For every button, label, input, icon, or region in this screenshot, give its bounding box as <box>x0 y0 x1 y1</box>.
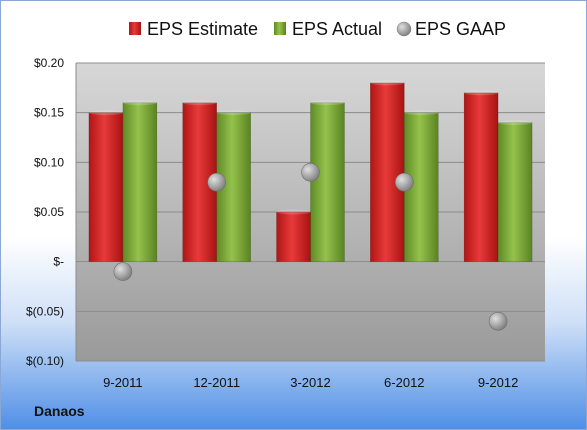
y-tick-label: $- <box>53 255 64 269</box>
bar-eps-estimate <box>276 211 311 262</box>
legend-label: EPS Actual <box>292 19 382 39</box>
x-tick-label: 9-2011 <box>103 375 143 390</box>
bar-eps-actual <box>310 102 345 262</box>
bar-eps-estimate <box>370 82 405 262</box>
legend-swatch-eps-actual <box>274 22 286 35</box>
y-tick-label: $(0.05) <box>26 304 64 318</box>
legend-swatch-eps-gaap <box>396 21 412 37</box>
y-tick-label: $0.10 <box>34 155 64 169</box>
legend-swatch-eps-estimate <box>129 22 141 35</box>
bar-top-highlight <box>404 110 439 116</box>
gaap-point <box>207 172 226 192</box>
bar-top-highlight <box>122 100 157 106</box>
bar-top-highlight <box>276 209 311 215</box>
x-tick-label: 6-2012 <box>384 375 424 390</box>
gaap-points <box>113 162 508 331</box>
bar-eps-estimate <box>88 112 124 262</box>
gaap-point <box>301 162 320 182</box>
x-axis-labels: 9-2011 12-2011 3-2012 6-2012 9-2012 <box>103 375 518 390</box>
bar-series <box>88 80 533 262</box>
bar-eps-actual <box>497 122 533 262</box>
bar-top-highlight <box>464 90 499 96</box>
y-axis-labels: $0.20 $0.15 $0.10 $0.05 $- $(0.05) $(0.10) <box>26 56 64 368</box>
bar-top-highlight <box>370 80 405 86</box>
legend-label: EPS GAAP <box>415 19 506 39</box>
y-tick-label: $0.05 <box>34 205 64 219</box>
gaap-point <box>488 311 508 331</box>
gaap-point <box>113 262 133 281</box>
bar-top-highlight <box>182 100 217 106</box>
bar-top-highlight <box>88 110 123 116</box>
bar-eps-estimate <box>463 92 499 262</box>
bar-top-highlight <box>498 120 533 126</box>
company-name: Danaos <box>34 403 85 419</box>
y-tick-label: $(0.10) <box>26 354 64 368</box>
x-tick-label: 12-2011 <box>193 375 240 390</box>
x-tick-label: 9-2012 <box>478 375 518 390</box>
bar-top-highlight <box>310 100 345 106</box>
legend: EPS Estimate EPS Actual EPS GAAP <box>129 19 506 39</box>
y-tick-label: $0.20 <box>34 56 64 70</box>
bar-eps-actual <box>122 102 158 262</box>
gaap-point <box>394 172 414 192</box>
legend-label: EPS Estimate <box>147 19 258 39</box>
bar-top-highlight <box>216 110 251 116</box>
y-tick-label: $0.15 <box>34 106 64 120</box>
x-tick-label: 3-2012 <box>290 375 330 390</box>
